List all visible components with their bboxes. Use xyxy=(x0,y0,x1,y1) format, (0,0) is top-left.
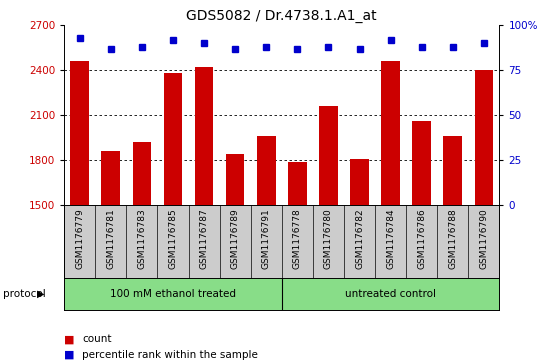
Text: GSM1176780: GSM1176780 xyxy=(324,209,333,269)
Bar xyxy=(102,151,120,205)
Text: GSM1176790: GSM1176790 xyxy=(479,209,488,269)
Bar xyxy=(381,61,400,205)
Text: GSM1176789: GSM1176789 xyxy=(230,209,239,269)
Text: GSM1176791: GSM1176791 xyxy=(262,209,271,269)
Text: GSM1176786: GSM1176786 xyxy=(417,209,426,269)
Title: GDS5082 / Dr.4738.1.A1_at: GDS5082 / Dr.4738.1.A1_at xyxy=(186,9,377,23)
Text: GSM1176785: GSM1176785 xyxy=(169,209,177,269)
Text: ■: ■ xyxy=(64,334,75,344)
Bar xyxy=(163,73,182,205)
Bar xyxy=(412,121,431,205)
Text: GSM1176781: GSM1176781 xyxy=(107,209,116,269)
Text: GSM1176782: GSM1176782 xyxy=(355,209,364,269)
Text: GSM1176783: GSM1176783 xyxy=(137,209,146,269)
Text: protocol: protocol xyxy=(3,289,46,299)
Bar xyxy=(350,159,369,205)
Text: count: count xyxy=(82,334,112,344)
Bar xyxy=(226,154,244,205)
Text: 100 mM ethanol treated: 100 mM ethanol treated xyxy=(110,289,236,299)
Text: ■: ■ xyxy=(64,350,75,360)
Bar xyxy=(257,136,276,205)
Text: GSM1176778: GSM1176778 xyxy=(293,209,302,269)
Bar xyxy=(133,142,151,205)
Bar xyxy=(195,68,213,205)
Text: untreated control: untreated control xyxy=(345,289,436,299)
Bar xyxy=(319,106,338,205)
Text: GSM1176787: GSM1176787 xyxy=(200,209,209,269)
Text: percentile rank within the sample: percentile rank within the sample xyxy=(82,350,258,360)
Bar xyxy=(70,61,89,205)
Bar xyxy=(444,136,462,205)
Text: GSM1176784: GSM1176784 xyxy=(386,209,395,269)
Bar xyxy=(474,70,493,205)
Text: ▶: ▶ xyxy=(37,289,45,299)
Bar xyxy=(288,162,307,205)
Text: GSM1176779: GSM1176779 xyxy=(75,209,84,269)
Text: GSM1176788: GSM1176788 xyxy=(448,209,457,269)
